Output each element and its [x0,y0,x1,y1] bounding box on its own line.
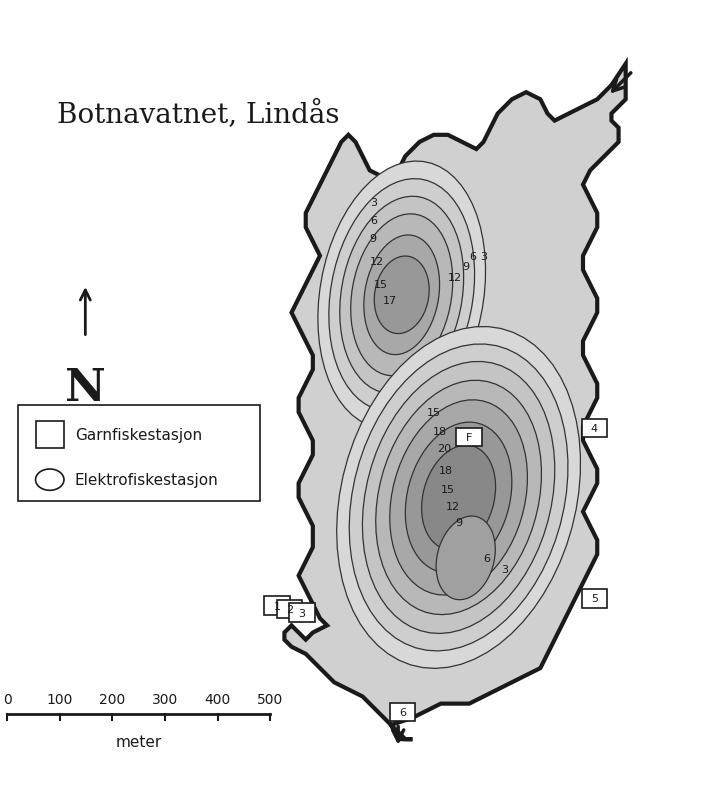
Text: 200: 200 [100,692,125,706]
FancyBboxPatch shape [277,600,302,619]
Text: 15: 15 [427,408,441,418]
Polygon shape [336,327,580,668]
Text: N: N [65,367,106,410]
Polygon shape [284,65,626,740]
FancyBboxPatch shape [582,590,607,608]
Text: 300: 300 [152,692,178,706]
Text: 3: 3 [299,608,306,618]
Text: 6: 6 [483,553,491,563]
Ellipse shape [36,470,64,491]
Text: 9: 9 [455,517,462,527]
Polygon shape [374,257,429,334]
Polygon shape [328,179,474,411]
Polygon shape [436,517,496,600]
FancyBboxPatch shape [390,703,415,722]
Polygon shape [363,362,555,633]
Text: 12: 12 [448,272,462,283]
FancyBboxPatch shape [456,428,482,447]
Text: 1: 1 [274,601,281,611]
Text: 12: 12 [370,256,384,266]
Text: 0: 0 [3,692,11,706]
Text: 3: 3 [370,198,377,208]
Text: 100: 100 [46,692,73,706]
Polygon shape [318,162,486,429]
Text: Garnfiskestasjon: Garnfiskestasjon [75,427,202,442]
Text: 400: 400 [205,692,230,706]
Text: 500: 500 [257,692,283,706]
Text: Elektrofiskestasjon: Elektrofiskestasjon [75,473,218,487]
Text: 9: 9 [370,234,377,243]
Polygon shape [340,197,464,394]
Polygon shape [364,236,439,355]
Text: meter: meter [115,734,162,749]
Text: 3: 3 [501,564,508,574]
Text: 15: 15 [373,280,387,290]
Text: 2: 2 [286,604,293,614]
Polygon shape [405,423,512,573]
Text: 20: 20 [437,443,451,453]
FancyBboxPatch shape [582,419,607,437]
Polygon shape [349,345,568,651]
Text: 15: 15 [441,484,455,494]
Text: 17: 17 [383,295,397,306]
Polygon shape [375,381,541,615]
Polygon shape [422,445,496,550]
Text: F: F [466,432,472,443]
Text: Botnavatnet, Lindås: Botnavatnet, Lindås [57,100,339,129]
Text: 6: 6 [370,216,377,225]
Text: 3: 3 [480,251,487,261]
Text: 18: 18 [439,466,453,476]
Polygon shape [351,215,453,376]
Text: 12: 12 [446,501,460,511]
Text: 4: 4 [591,423,598,433]
Text: 5: 5 [591,594,598,603]
FancyBboxPatch shape [36,421,64,448]
FancyBboxPatch shape [264,597,290,615]
Text: 18: 18 [432,426,447,436]
FancyBboxPatch shape [289,603,315,622]
Text: 6: 6 [469,251,476,261]
Text: 9: 9 [462,262,469,272]
Text: 6: 6 [399,707,406,717]
Polygon shape [390,401,528,595]
FancyBboxPatch shape [18,406,260,501]
